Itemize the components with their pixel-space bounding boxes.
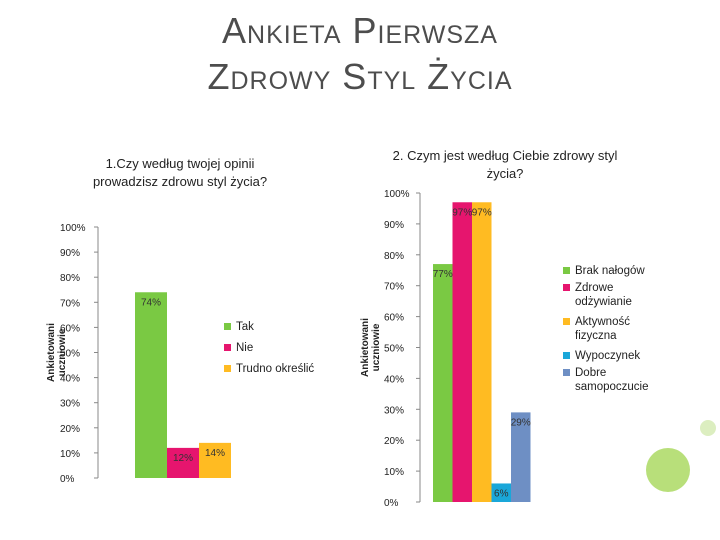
slide-title: Ankieta Pierwsza Zdrowy Styl Życia bbox=[0, 8, 720, 100]
chart1-legend-label-2: Nie bbox=[236, 342, 253, 354]
chart2-legend-swatch-5 bbox=[563, 369, 570, 376]
chart1-bar-2 bbox=[167, 447, 199, 478]
chart1-y-tick-label: 60% bbox=[60, 323, 80, 334]
chart1-legend-label-1: Tak bbox=[236, 321, 254, 333]
chart1-bar-3 bbox=[199, 442, 231, 478]
slide-title-line-1: Ankieta Pierwsza bbox=[222, 10, 498, 51]
chart2-y-tick-label: 90% bbox=[384, 220, 404, 231]
chart2-y-tick-label: 0% bbox=[384, 498, 399, 509]
chart2-legend-label-4: Wypoczynek bbox=[575, 350, 640, 362]
chart2-data-label-2: 97% bbox=[452, 207, 472, 218]
chart2-legend-swatch-2 bbox=[563, 284, 570, 291]
chart2-legend-label-5: Dobre bbox=[575, 367, 606, 379]
chart1-y-tick-label: 10% bbox=[60, 449, 80, 460]
chart2-y-tick-label: 100% bbox=[384, 189, 410, 200]
chart1-title-line: 1.Czy według twojej opinii bbox=[106, 156, 255, 171]
chart2-title-line: 2. Czym jest według Ciebie zdrowy styl bbox=[393, 148, 618, 163]
chart1-legend-label-3: Trudno określić bbox=[236, 363, 314, 375]
chart1-y-tick-label: 70% bbox=[60, 298, 80, 309]
chart2-bar-5 bbox=[511, 412, 531, 502]
chart2-legend-swatch-4 bbox=[563, 352, 570, 359]
chart2-y-tick-label: 50% bbox=[384, 344, 404, 355]
chart2-bar-4 bbox=[491, 483, 511, 502]
chart2-bar-1 bbox=[433, 264, 453, 502]
chart2-bar-2 bbox=[452, 202, 472, 502]
chart1-y-tick-label: 20% bbox=[60, 424, 80, 435]
chart1-y-tick-label: 0% bbox=[60, 474, 75, 485]
chart1-legend-swatch-1 bbox=[224, 323, 231, 330]
decorative-circle-small bbox=[700, 420, 716, 436]
chart2-y-tick-label: 20% bbox=[384, 436, 404, 447]
chart1-y-tick-label: 90% bbox=[60, 248, 80, 259]
chart1-y-tick-label: 80% bbox=[60, 273, 80, 284]
chart1-legend-swatch-3 bbox=[224, 365, 231, 372]
chart2-title-line: życia? bbox=[487, 166, 524, 181]
chart2-legend-swatch-3 bbox=[563, 318, 570, 325]
chart1-title-line: prowadzisz zdrowu styl życia? bbox=[93, 174, 267, 189]
chart1-legend-swatch-2 bbox=[224, 344, 231, 351]
chart2-data-label-4: 6% bbox=[494, 488, 509, 499]
decorative-circle-large bbox=[646, 448, 690, 492]
chart2-bar-3 bbox=[472, 202, 492, 502]
slide-title-line-2: Zdrowy Styl Życia bbox=[207, 56, 513, 97]
chart1-data-label-2: 12% bbox=[173, 453, 193, 464]
chart1-y-axis-label-line: Ankietowani bbox=[46, 323, 57, 382]
chart2-y-axis-label: Ankietowani uczniowie bbox=[360, 318, 382, 377]
chart2-data-label-1: 77% bbox=[433, 269, 453, 280]
chart2-legend-label-5: samopoczucie bbox=[575, 381, 649, 393]
chart2-legend-label-2: odżywianie bbox=[575, 296, 632, 308]
chart2-y-tick-label: 70% bbox=[384, 282, 404, 293]
chart2-legend-label-1: Brak nałogów bbox=[575, 265, 645, 277]
chart1-data-label-1: 74% bbox=[141, 297, 161, 308]
chart2-legend-label-3: Aktywność bbox=[575, 316, 630, 328]
chart2-data-label-3: 97% bbox=[472, 207, 492, 218]
chart2-legend-label-3: fizyczna bbox=[575, 330, 617, 342]
chart2-y-axis-label-line: uczniowie bbox=[371, 323, 382, 371]
chart2-legend-label-2: Zdrowe bbox=[575, 282, 613, 294]
chart2-y-tick-label: 40% bbox=[384, 374, 404, 385]
chart1-data-label-3: 14% bbox=[205, 448, 225, 459]
chart1-y-axis-label: Ankietowani uczniowie bbox=[46, 323, 68, 382]
chart1-y-tick-label: 40% bbox=[60, 374, 80, 385]
chart1-y-tick-label: 50% bbox=[60, 349, 80, 360]
chart2-y-tick-label: 80% bbox=[384, 251, 404, 262]
chart2-data-label-5: 29% bbox=[511, 417, 531, 428]
chart2-y-tick-label: 60% bbox=[384, 313, 404, 324]
chart2-y-axis-label-line: Ankietowani bbox=[360, 318, 371, 377]
chart2-y-tick-label: 30% bbox=[384, 405, 404, 416]
chart1-y-tick-label: 30% bbox=[60, 399, 80, 410]
chart2-legend-swatch-1 bbox=[563, 267, 570, 274]
chart1-y-tick-label: 100% bbox=[60, 223, 86, 234]
chart2-y-tick-label: 10% bbox=[384, 467, 404, 478]
chart1-bar-1 bbox=[135, 292, 167, 478]
chart1-y-axis-label-line: uczniowie bbox=[57, 328, 68, 376]
